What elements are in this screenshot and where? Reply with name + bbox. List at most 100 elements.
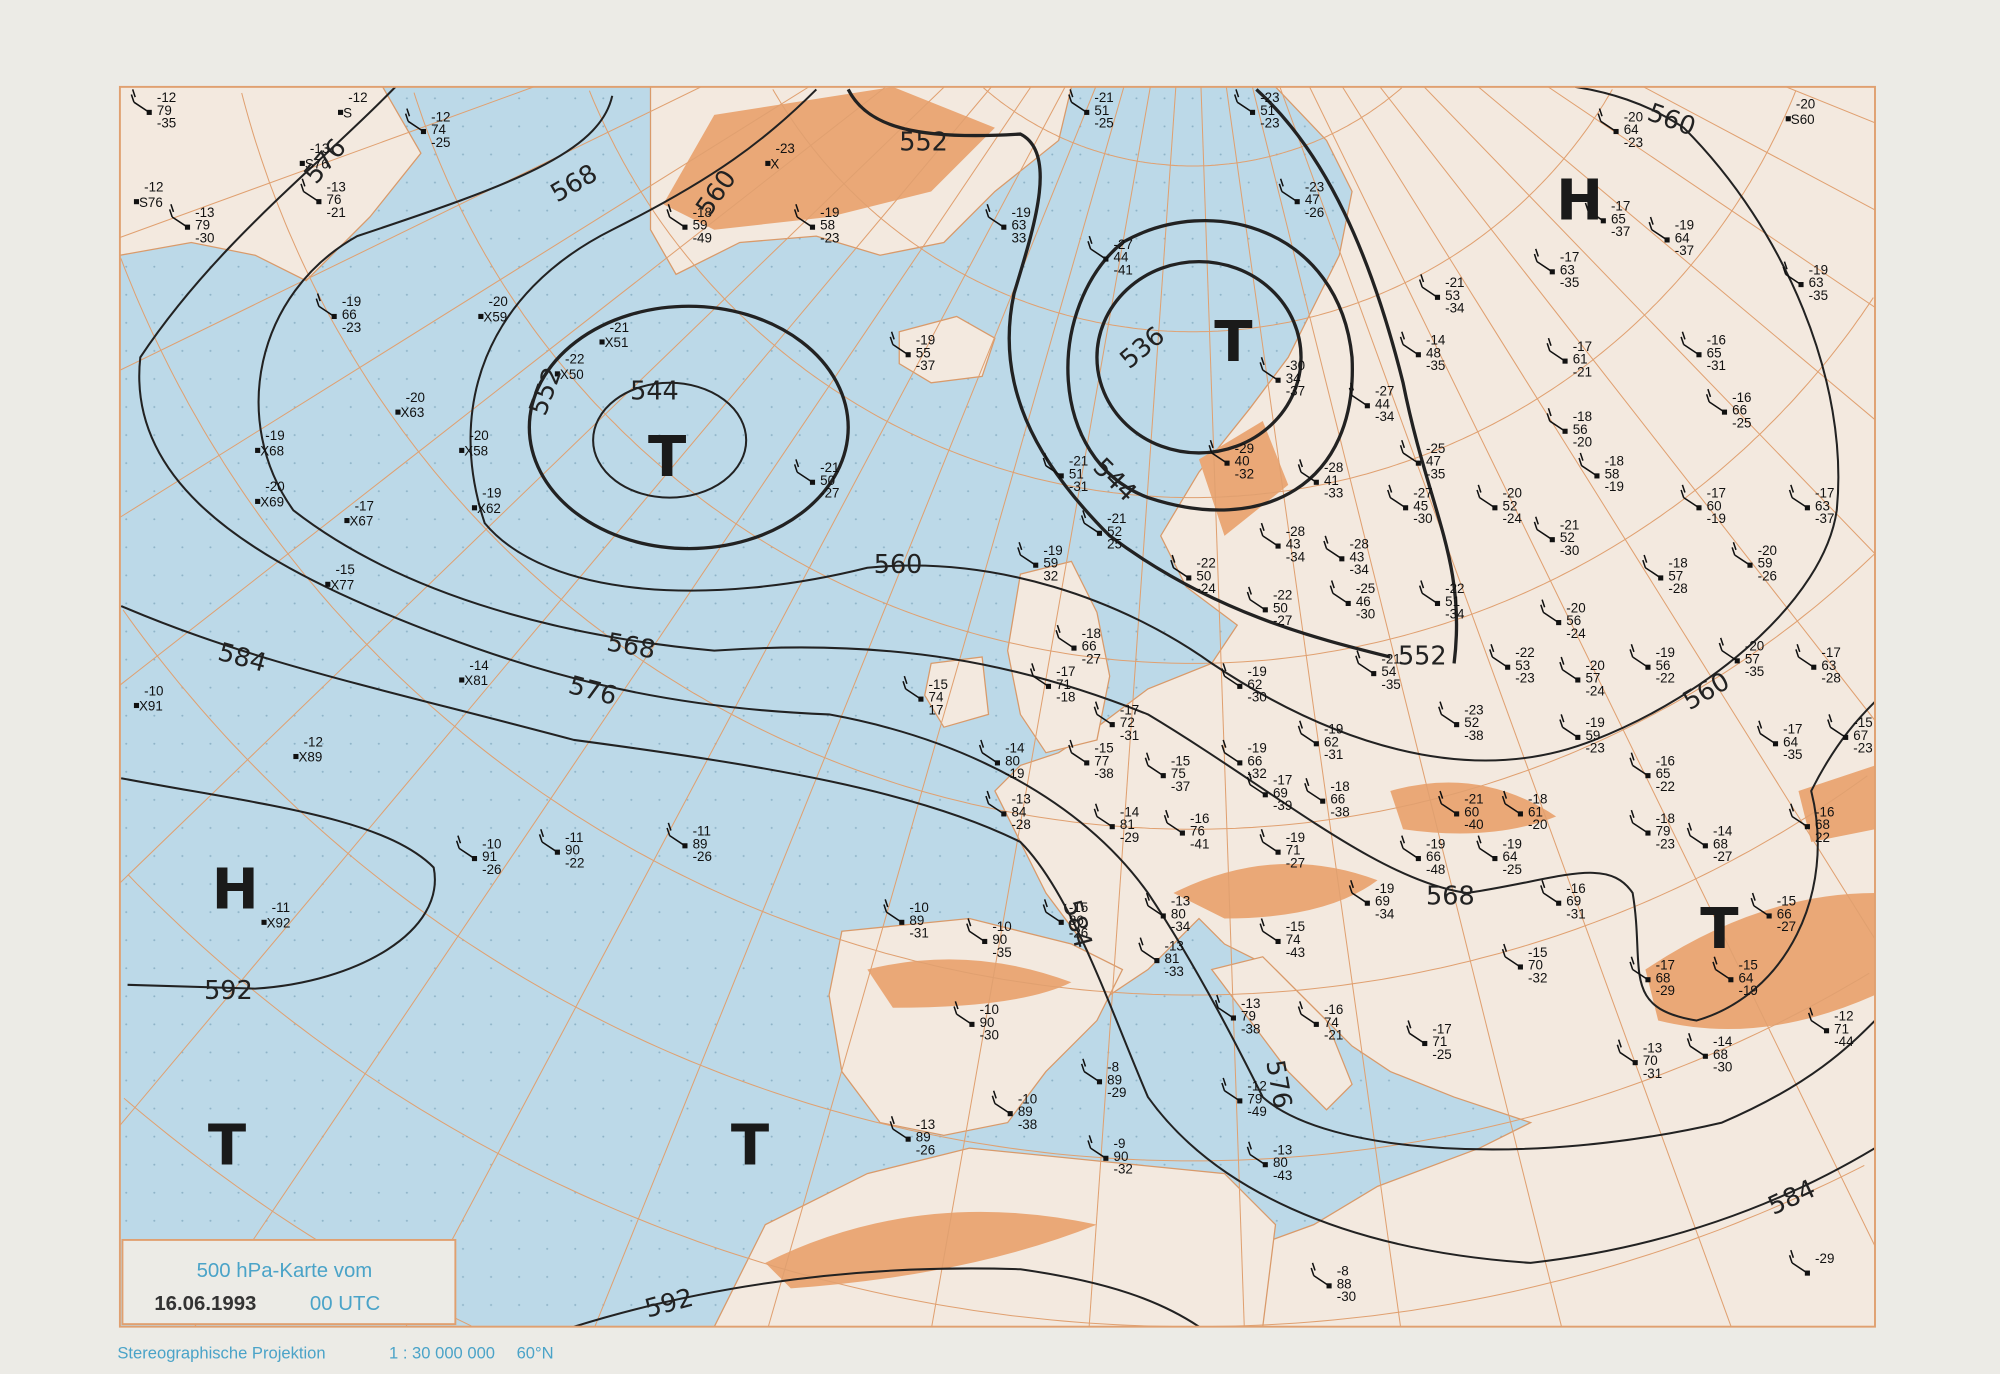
station-height: 68 (1815, 817, 1830, 832)
station-temperature: -28 (1286, 524, 1305, 539)
station-temperature: -19 (342, 294, 361, 309)
station-dewpoint: -30 (1560, 543, 1579, 558)
station-height: X59 (483, 310, 507, 325)
station-height: X67 (349, 514, 373, 529)
wind-barb-icon (1533, 516, 1553, 541)
station-temperature: -14 (1713, 1034, 1733, 1049)
station-dewpoint: -23 (1260, 116, 1279, 131)
wind-barb-icon (1068, 739, 1088, 764)
wind-barb-icon (1476, 835, 1496, 860)
station-height: 52 (1560, 530, 1575, 545)
station-height: X89 (298, 750, 322, 765)
contour-line (592, 381, 748, 499)
station-height: 71 (1834, 1021, 1849, 1036)
station-marker (471, 505, 478, 511)
station-dewpoint: -27 (1082, 651, 1101, 666)
station-dewpoint: -20 (1573, 435, 1592, 450)
station-temperature: -19 (1675, 218, 1694, 233)
station-dewpoint: -25 (1732, 415, 1751, 430)
wind-barb-icon (1087, 235, 1107, 260)
station-temperature: -13 (327, 179, 346, 194)
station-dewpoint: -49 (1247, 1104, 1266, 1119)
low-center: T (648, 425, 686, 490)
wind-barb-icon (1705, 388, 1725, 413)
station-temperature: -14 (469, 658, 489, 673)
wind-barb-icon (1144, 892, 1164, 917)
station-height: 47 (1305, 192, 1320, 207)
station-dewpoint: -27 (1713, 849, 1732, 864)
station-dewpoint: -34 (1445, 607, 1465, 622)
station-temperature: -12 (431, 109, 450, 124)
wind-barb-icon (1616, 1039, 1636, 1064)
station-height: 77 (1094, 753, 1109, 768)
station-temperature: -20 (406, 390, 425, 405)
station-dewpoint: 33 (1011, 230, 1026, 245)
geopotential-contours (120, 86, 1875, 1327)
station-dewpoint: -26 (482, 862, 501, 877)
station-plot: -29 (1788, 1249, 1834, 1276)
station-height: X92 (267, 915, 291, 930)
station-temperature: -12 (304, 734, 323, 749)
wind-barb-icon (168, 203, 188, 228)
station-dewpoint: -26 (1305, 205, 1324, 220)
wind-barb-icon (1055, 624, 1075, 649)
contour-line (257, 95, 1875, 1022)
station-temperature: -22 (1196, 556, 1215, 571)
station-dewpoint: -23 (342, 320, 361, 335)
station-height: 79 (1241, 1009, 1256, 1024)
map-frame (118, 85, 1876, 1328)
station-temperature: -14 (1120, 804, 1140, 819)
contour-line (573, 1267, 1200, 1327)
station-temperature: -12 (1834, 1009, 1853, 1024)
station-dewpoint: -35 (1809, 288, 1828, 303)
station-temperature: -13 (1273, 1142, 1292, 1157)
contour-line (1255, 88, 1459, 664)
station-temperature: -15 (1069, 900, 1088, 915)
station-height: X50 (560, 367, 584, 382)
station-height: 65 (1611, 211, 1626, 226)
wind-barb-icon (883, 899, 903, 923)
wind-barb-icon (1489, 644, 1509, 668)
legend-box: 500 hPa-Karte vom 16.06.1993 00 UTC (121, 1238, 457, 1326)
station-temperature: -19 (820, 205, 839, 220)
contour-line (1066, 219, 1354, 512)
station-temperature: -13 (1165, 938, 1184, 953)
meridian (1279, 86, 1732, 1327)
station-height: 89 (909, 913, 924, 928)
wind-barb-icon (1546, 408, 1566, 432)
station-temperature: -22 (1273, 588, 1292, 603)
terrain (1390, 782, 1557, 834)
wind-barb-icon (1501, 943, 1521, 968)
station-height: 89 (1107, 1072, 1122, 1087)
station-marker (133, 199, 140, 205)
meridian (1379, 86, 1875, 721)
wind-barb-icon (966, 918, 986, 943)
station-dewpoint: -27 (1286, 855, 1305, 870)
station-height: X (770, 157, 779, 172)
ireland (924, 656, 990, 728)
meridian (1225, 86, 1402, 1327)
station-dewpoint: -44 (1834, 1034, 1854, 1049)
station-marker (395, 409, 401, 415)
station-temperature: -17 (1056, 664, 1075, 679)
station-dewpoint: -25 (1432, 1047, 1451, 1062)
